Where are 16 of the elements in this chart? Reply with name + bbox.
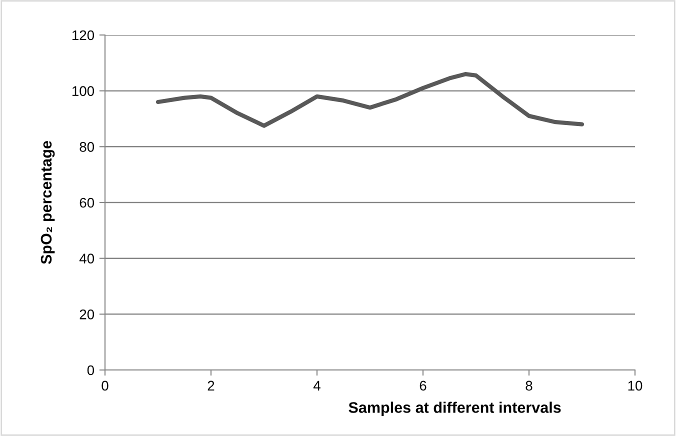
y-tick-label: 0 [87,365,94,376]
x-tick-label: 10 [628,380,642,391]
line-series [156,72,584,128]
y-tick-label: 80 [80,142,94,152]
y-axis-title: SpO₂ percentage [40,141,55,264]
x-axis-title: Samples at different intervals [348,402,561,416]
x-tick-label: 8 [526,380,532,391]
y-tick-label: 40 [79,254,94,264]
y-tick-label: 20 [80,310,94,320]
y-tick-label: 120 [72,30,94,40]
y-tick-label: 60 [80,198,94,208]
x-tick-label: 4 [313,380,320,390]
y-tick-label: 100 [72,86,94,96]
x-tick-label: 2 [208,380,214,390]
x-tick-label: 6 [420,380,426,391]
x-tick-label: 0 [102,380,108,391]
